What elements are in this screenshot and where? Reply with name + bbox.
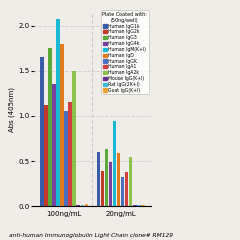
Y-axis label: Abs (405nm): Abs (405nm): [9, 87, 15, 132]
Bar: [137, 205, 141, 206]
Bar: [40, 57, 44, 206]
Bar: [77, 204, 80, 206]
Bar: [113, 120, 116, 206]
Bar: [97, 152, 100, 206]
Bar: [117, 153, 120, 206]
Bar: [68, 102, 72, 206]
Bar: [72, 71, 76, 206]
Bar: [52, 84, 56, 206]
Bar: [125, 172, 128, 206]
Bar: [44, 105, 48, 206]
Text: anti-human Immunoglobulin Light Chain clone# RM129: anti-human Immunoglobulin Light Chain cl…: [9, 233, 173, 238]
Bar: [105, 150, 108, 206]
Bar: [64, 111, 68, 206]
Bar: [56, 19, 60, 206]
Bar: [109, 162, 112, 206]
Bar: [84, 204, 88, 206]
Legend: Human IgG1k, Human IgG2k, Human IgG3, Human IgG4k, Human IgM(K+l), Human IgD, Hu: Human IgG1k, Human IgG2k, Human IgG3, Hu…: [101, 10, 149, 94]
Bar: [101, 171, 104, 206]
Bar: [133, 205, 137, 206]
Bar: [141, 204, 144, 206]
Bar: [60, 44, 64, 206]
Bar: [48, 48, 52, 206]
Bar: [129, 157, 132, 206]
Bar: [80, 204, 84, 206]
Bar: [121, 177, 124, 206]
